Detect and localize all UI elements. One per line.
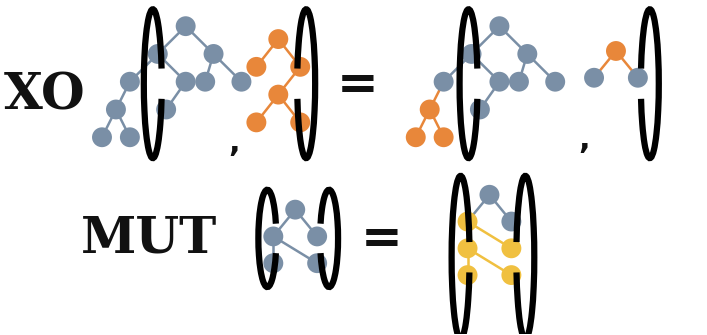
Circle shape <box>509 72 529 92</box>
Circle shape <box>176 16 196 36</box>
Circle shape <box>479 185 499 205</box>
Circle shape <box>307 253 327 273</box>
Circle shape <box>263 253 284 273</box>
Circle shape <box>584 68 604 88</box>
Circle shape <box>501 212 521 231</box>
Circle shape <box>433 72 454 92</box>
Circle shape <box>501 265 521 285</box>
Circle shape <box>247 113 267 132</box>
Text: ,: , <box>578 126 590 155</box>
Circle shape <box>457 239 477 258</box>
Circle shape <box>606 41 626 61</box>
Circle shape <box>307 226 327 246</box>
Circle shape <box>176 72 196 92</box>
Circle shape <box>457 265 477 285</box>
Text: =: = <box>337 61 379 110</box>
Circle shape <box>204 44 223 64</box>
Circle shape <box>489 16 509 36</box>
Text: ,: , <box>228 129 240 158</box>
Circle shape <box>148 44 168 64</box>
Circle shape <box>156 99 176 119</box>
Circle shape <box>406 127 426 147</box>
Circle shape <box>291 57 310 77</box>
Circle shape <box>489 72 509 92</box>
Circle shape <box>285 200 305 219</box>
Circle shape <box>231 72 252 92</box>
Circle shape <box>457 212 477 231</box>
Circle shape <box>291 113 310 132</box>
Circle shape <box>433 127 454 147</box>
Text: MUT: MUT <box>81 215 217 264</box>
Circle shape <box>247 57 267 77</box>
Circle shape <box>120 72 140 92</box>
Circle shape <box>545 72 565 92</box>
Circle shape <box>269 29 288 49</box>
Circle shape <box>92 127 112 147</box>
Circle shape <box>269 85 288 105</box>
Circle shape <box>518 44 537 64</box>
Circle shape <box>195 72 215 92</box>
Circle shape <box>462 44 481 64</box>
Circle shape <box>263 226 284 246</box>
Circle shape <box>628 68 648 88</box>
Circle shape <box>106 99 126 119</box>
Text: XO: XO <box>4 71 85 120</box>
Circle shape <box>470 99 490 119</box>
Circle shape <box>120 127 140 147</box>
Circle shape <box>420 99 440 119</box>
Circle shape <box>501 239 521 258</box>
Text: =: = <box>361 215 403 264</box>
